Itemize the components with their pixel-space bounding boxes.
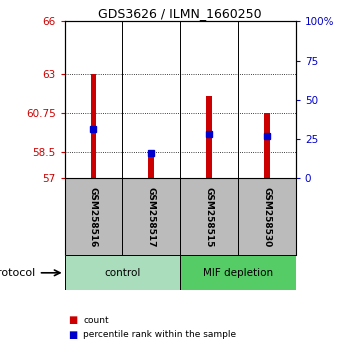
Text: GSM258515: GSM258515 (205, 187, 214, 247)
Text: control: control (104, 268, 140, 278)
Bar (238, 178, 296, 255)
Bar (148, 153, 154, 178)
Bar (206, 96, 212, 178)
Text: count: count (83, 316, 109, 325)
Text: ■: ■ (68, 330, 77, 339)
Bar (180, 255, 296, 290)
Bar (264, 113, 270, 178)
Text: percentile rank within the sample: percentile rank within the sample (83, 330, 236, 339)
Text: ■: ■ (68, 315, 77, 325)
Text: MIF depletion: MIF depletion (203, 268, 273, 278)
Text: GSM258516: GSM258516 (89, 187, 98, 247)
Bar (65, 178, 122, 255)
Bar (122, 178, 180, 255)
Text: protocol: protocol (0, 268, 36, 278)
Bar (90, 74, 97, 178)
Bar (65, 255, 180, 290)
Title: GDS3626 / ILMN_1660250: GDS3626 / ILMN_1660250 (98, 7, 262, 20)
Text: GSM258530: GSM258530 (262, 187, 271, 247)
Bar (180, 178, 238, 255)
Text: GSM258517: GSM258517 (147, 187, 156, 247)
